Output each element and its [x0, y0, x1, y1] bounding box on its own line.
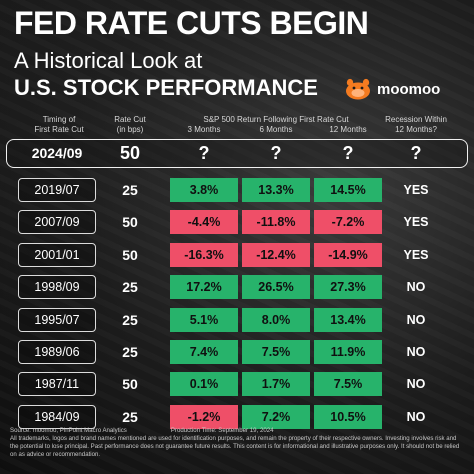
subtitle-line-1: A Historical Look at: [14, 48, 203, 73]
subtitle-line-2: U.S. STOCK PERFORMANCE: [14, 75, 318, 100]
header-rate-cut-line2: (in bps): [116, 125, 144, 134]
header-sp-group: S&P 500 Return Following First Rate Cut: [203, 115, 349, 124]
header-rate-cut: Rate Cut (in bps): [100, 115, 160, 135]
page-title: FED RATE CUTS BEGIN: [14, 5, 369, 41]
row-recession: NO: [406, 345, 426, 359]
return-cell-m6: 1.7%: [242, 372, 310, 396]
footer-disclaimer: All trademarks, logos and brand names me…: [10, 435, 460, 458]
footer-production-time: Production Time: September 19, 2024: [170, 427, 274, 434]
return-cell-m3: 5.1%: [170, 308, 238, 332]
row-date: 1989/06: [18, 340, 96, 364]
moomoo-logo-icon: [346, 78, 370, 100]
highlight-date: 2024/09: [31, 145, 83, 161]
return-cell-m3: -16.3%: [170, 243, 238, 267]
row-date: 2007/09: [18, 210, 96, 234]
row-rate-cut: 25: [122, 344, 138, 360]
brand-name: moomoo: [377, 80, 441, 98]
return-cell-m3: 3.8%: [170, 178, 238, 202]
return-cell-m12: 14.5%: [314, 178, 382, 202]
row-rate-cut: 50: [122, 247, 138, 263]
row-rate-cut: 50: [122, 376, 138, 392]
row-date: 1995/07: [18, 308, 96, 332]
row-recession: NO: [406, 377, 426, 391]
return-cell-m6: -12.4%: [242, 243, 310, 267]
return-cell-m3: 17.2%: [170, 275, 238, 299]
return-cell-m12: 11.9%: [314, 340, 382, 364]
row-date: 1987/11: [18, 372, 96, 396]
header-recession-line1: Recession Within: [385, 115, 447, 124]
header-timing: Timing of First Rate Cut: [14, 115, 104, 135]
header-timing-line1: Timing of: [42, 115, 76, 124]
header-6-months: 6 Months: [259, 125, 293, 134]
return-cell-m12: -7.2%: [314, 210, 382, 234]
return-cell-m12: 27.3%: [314, 275, 382, 299]
header-timing-line2: First Rate Cut: [34, 125, 84, 134]
footer: Source: moomoo, PinPoint Macro Analytics…: [10, 427, 466, 459]
footer-source: Source: moomoo, PinPoint Macro Analytics: [10, 427, 127, 434]
return-cell-m6: -11.8%: [242, 210, 310, 234]
header-rate-cut-line1: Rate Cut: [114, 115, 146, 124]
return-cell-m3: 0.1%: [170, 372, 238, 396]
row-rate-cut: 25: [122, 409, 138, 425]
return-cell-m12: -14.9%: [314, 243, 382, 267]
row-recession: NO: [406, 313, 426, 327]
row-recession: NO: [406, 410, 426, 424]
highlight-12-months: ?: [342, 143, 354, 163]
header-3-months: 3 Months: [187, 125, 221, 134]
header-recession-line2: 12 Months?: [395, 125, 437, 134]
brand-logo: moomoo: [345, 78, 440, 100]
return-cell-m3: -4.4%: [170, 210, 238, 234]
row-recession: YES: [403, 215, 429, 229]
row-recession: YES: [403, 183, 429, 197]
return-cell-m6: 8.0%: [242, 308, 310, 332]
highlight-row-current: [6, 139, 468, 168]
header-12-months: 12 Months: [329, 125, 367, 134]
highlight-recession: ?: [410, 143, 422, 163]
return-cell-m6: 7.5%: [242, 340, 310, 364]
row-rate-cut: 25: [122, 182, 138, 198]
highlight-rate-cut: 50: [119, 143, 141, 163]
row-date: 2001/01: [18, 243, 96, 267]
row-date: 1998/09: [18, 275, 96, 299]
return-cell-m3: 7.4%: [170, 340, 238, 364]
row-rate-cut: 25: [122, 279, 138, 295]
row-rate-cut: 50: [122, 214, 138, 230]
row-recession: NO: [406, 280, 426, 294]
return-cell-m12: 13.4%: [314, 308, 382, 332]
row-recession: YES: [403, 248, 429, 262]
row-rate-cut: 25: [122, 312, 138, 328]
row-date: 2019/07: [18, 178, 96, 202]
return-cell-m6: 26.5%: [242, 275, 310, 299]
row-date: 1984/09: [18, 405, 96, 429]
highlight-6-months: ?: [270, 143, 282, 163]
return-cell-m3: -1.2%: [170, 405, 238, 429]
return-cell-m12: 7.5%: [314, 372, 382, 396]
header-recession: Recession Within 12 Months?: [380, 115, 452, 135]
return-cell-m6: 13.3%: [242, 178, 310, 202]
return-cell-m6: 7.2%: [242, 405, 310, 429]
return-cell-m12: 10.5%: [314, 405, 382, 429]
highlight-3-months: ?: [198, 143, 210, 163]
